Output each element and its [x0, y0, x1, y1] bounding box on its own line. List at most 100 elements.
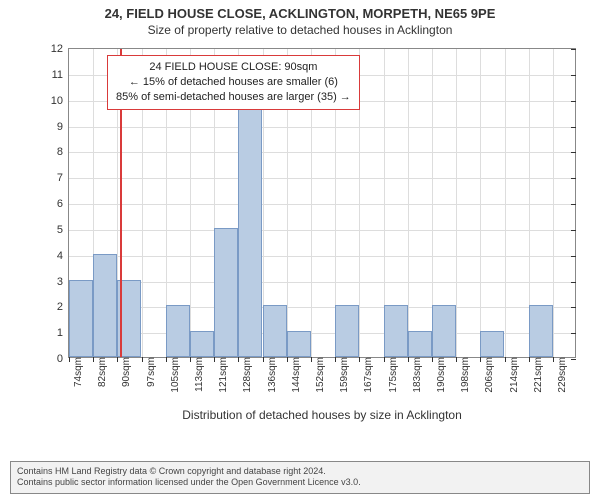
y-tick-mark [571, 307, 576, 308]
y-tick-label: 3 [57, 276, 69, 288]
y-tick-label: 10 [51, 95, 69, 107]
histogram-bar [529, 305, 553, 357]
y-tick-label: 12 [51, 43, 69, 55]
y-tick-mark [571, 333, 576, 334]
gridline-h [69, 256, 575, 257]
gridline-v [505, 49, 506, 357]
x-tick-label: 136sqm [265, 357, 278, 393]
x-tick-mark [142, 357, 143, 362]
annotation-line: 85% of semi-detached houses are larger (… [116, 90, 351, 105]
y-tick-mark [571, 101, 576, 102]
gridline-h [69, 230, 575, 231]
y-tick-mark [571, 178, 576, 179]
y-tick-mark [571, 75, 576, 76]
histogram-bar [408, 331, 432, 357]
histogram-bar [238, 99, 262, 357]
histogram-bar [432, 305, 456, 357]
x-tick-mark [69, 357, 70, 362]
annotation-box: 24 FIELD HOUSE CLOSE: 90sqm← 15% of deta… [107, 55, 360, 110]
y-tick-label: 8 [57, 146, 69, 158]
x-tick-label: 97sqm [144, 357, 157, 387]
y-tick-label: 9 [57, 121, 69, 133]
gridline-v [553, 49, 554, 357]
y-tick-mark [571, 359, 576, 360]
x-tick-label: 175sqm [386, 357, 399, 393]
gridline-h [69, 282, 575, 283]
gridline-h [69, 204, 575, 205]
x-tick-label: 183sqm [410, 357, 423, 393]
x-tick-mark [190, 357, 191, 362]
gridline-h [69, 152, 575, 153]
footer-line-1: Contains HM Land Registry data © Crown c… [17, 466, 583, 478]
histogram-bar [263, 305, 287, 357]
y-tick-mark [571, 282, 576, 283]
histogram-bar [190, 331, 214, 357]
histogram-bar [93, 254, 117, 357]
y-tick-label: 2 [57, 301, 69, 313]
histogram-bar [480, 331, 504, 357]
gridline-v [408, 49, 409, 357]
histogram-bar [69, 280, 93, 358]
x-tick-label: 229sqm [555, 357, 568, 393]
histogram-bar [214, 228, 238, 357]
chart-title-block: 24, FIELD HOUSE CLOSE, ACKLINGTON, MORPE… [0, 0, 600, 37]
y-tick-mark [571, 204, 576, 205]
chart-title-main: 24, FIELD HOUSE CLOSE, ACKLINGTON, MORPE… [0, 6, 600, 21]
annotation-line: ← 15% of detached houses are smaller (6) [116, 75, 351, 90]
x-tick-label: 152sqm [313, 357, 326, 393]
y-tick-label: 4 [57, 250, 69, 262]
x-tick-label: 121sqm [216, 357, 229, 393]
gridline-v [456, 49, 457, 357]
x-tick-label: 105sqm [168, 357, 181, 393]
y-tick-label: 6 [57, 198, 69, 210]
x-tick-label: 221sqm [531, 357, 544, 393]
x-tick-label: 190sqm [434, 357, 447, 393]
y-tick-mark [571, 256, 576, 257]
gridline-h [69, 178, 575, 179]
x-tick-mark [432, 357, 433, 362]
x-tick-label: 214sqm [507, 357, 520, 393]
x-tick-mark [529, 357, 530, 362]
x-tick-mark [263, 357, 264, 362]
gridline-v [480, 49, 481, 357]
x-tick-label: 128sqm [240, 357, 253, 393]
x-tick-label: 159sqm [337, 357, 350, 393]
x-tick-label: 167sqm [361, 357, 374, 393]
gridline-h [69, 127, 575, 128]
annotation-line: 24 FIELD HOUSE CLOSE: 90sqm [116, 60, 351, 75]
histogram-bar [335, 305, 359, 357]
x-tick-label: 82sqm [95, 357, 108, 387]
x-tick-label: 198sqm [458, 357, 471, 393]
x-tick-mark [505, 357, 506, 362]
x-tick-mark [553, 357, 554, 362]
x-tick-mark [408, 357, 409, 362]
y-tick-label: 1 [57, 327, 69, 339]
y-tick-label: 11 [52, 69, 69, 81]
footer-line-2: Contains public sector information licen… [17, 477, 583, 489]
x-tick-mark [311, 357, 312, 362]
x-tick-label: 113sqm [192, 357, 205, 392]
y-tick-mark [571, 49, 576, 50]
chart-container: Number of detached properties 0123456789… [46, 48, 576, 408]
gridline-h [69, 307, 575, 308]
y-tick-label: 7 [57, 172, 69, 184]
histogram-bar [166, 305, 190, 357]
x-tick-mark [384, 357, 385, 362]
x-tick-mark [287, 357, 288, 362]
y-tick-label: 0 [57, 353, 69, 365]
histogram-bar [287, 331, 311, 357]
x-tick-label: 74sqm [71, 357, 84, 387]
x-tick-label: 90sqm [119, 357, 132, 387]
y-tick-label: 5 [57, 224, 69, 236]
chart-title-sub: Size of property relative to detached ho… [0, 23, 600, 37]
x-tick-label: 206sqm [482, 357, 495, 393]
x-tick-label: 144sqm [289, 357, 302, 393]
y-tick-mark [571, 127, 576, 128]
y-tick-mark [571, 152, 576, 153]
y-tick-mark [571, 230, 576, 231]
plot-area: 012345678910111274sqm82sqm90sqm97sqm105s… [68, 48, 576, 358]
x-tick-mark [166, 357, 167, 362]
x-axis-label: Distribution of detached houses by size … [68, 408, 576, 422]
attribution-footer: Contains HM Land Registry data © Crown c… [10, 461, 590, 494]
histogram-bar [384, 305, 408, 357]
